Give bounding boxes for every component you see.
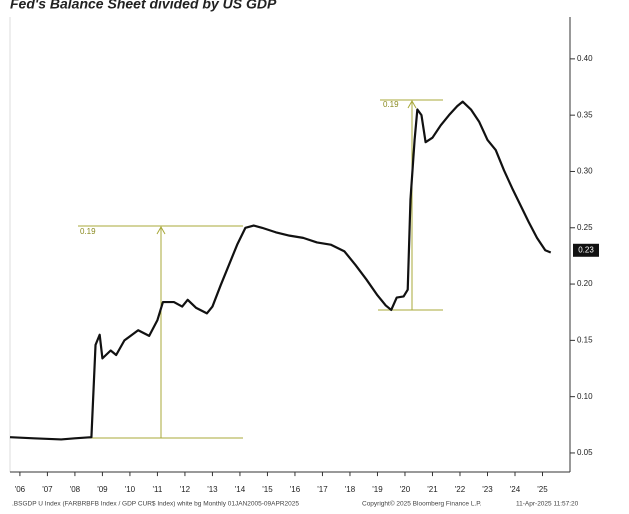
x-tick-label: '08: [70, 485, 81, 494]
x-tick-label: '19: [372, 485, 383, 494]
x-tick-label: '07: [42, 485, 53, 494]
y-tick-label: 0.20: [577, 279, 593, 288]
x-tick-label: '06: [15, 485, 26, 494]
footer-source: .BSGDP U Index (FARBRBFB Index / GDP CUR…: [12, 501, 299, 508]
y-tick-label: 0.05: [577, 448, 593, 457]
x-tick-label: '24: [510, 485, 521, 494]
x-tick-label: '15: [262, 485, 273, 494]
x-tick-label: '16: [290, 485, 301, 494]
current-value-label: 0.23: [578, 245, 594, 254]
x-tick-label: '23: [482, 485, 493, 494]
x-tick-label: '22: [455, 485, 466, 494]
footer-copyright: Copyright© 2025 Bloomberg Finance L.P.: [362, 500, 482, 508]
footer-timestamp: 11-Apr-2025 11:57:20: [516, 501, 579, 508]
y-tick-label: 0.25: [577, 223, 593, 232]
x-tick-label: '18: [345, 485, 356, 494]
x-tick-label: '10: [125, 485, 136, 494]
y-tick-label: 0.35: [577, 110, 593, 119]
x-tick-label: '25: [537, 485, 548, 494]
x-tick-label: '09: [97, 485, 108, 494]
x-tick-label: '13: [207, 485, 218, 494]
x-tick-label: '17: [317, 485, 328, 494]
data-line: [9, 100, 552, 441]
x-tick-label: '11: [153, 485, 163, 494]
x-tick-label: '14: [235, 485, 246, 494]
annotation-arrow: [378, 99, 443, 311]
annotation-label: 0.19: [383, 100, 399, 109]
annotation-arrow: [78, 225, 243, 439]
x-tick-label: '21: [427, 485, 438, 494]
y-tick-label: 0.30: [577, 167, 593, 176]
current-value-box: [573, 243, 599, 257]
chart-title: Fed's Balance Sheet divided by US GDP: [10, 0, 277, 12]
y-tick-label: 0.40: [577, 54, 593, 63]
annotation-label: 0.19: [80, 227, 96, 236]
y-tick-label: 0.10: [577, 392, 593, 401]
x-tick-label: '20: [400, 485, 411, 494]
x-tick-label: '12: [180, 485, 191, 494]
y-tick-label: 0.15: [577, 335, 593, 344]
